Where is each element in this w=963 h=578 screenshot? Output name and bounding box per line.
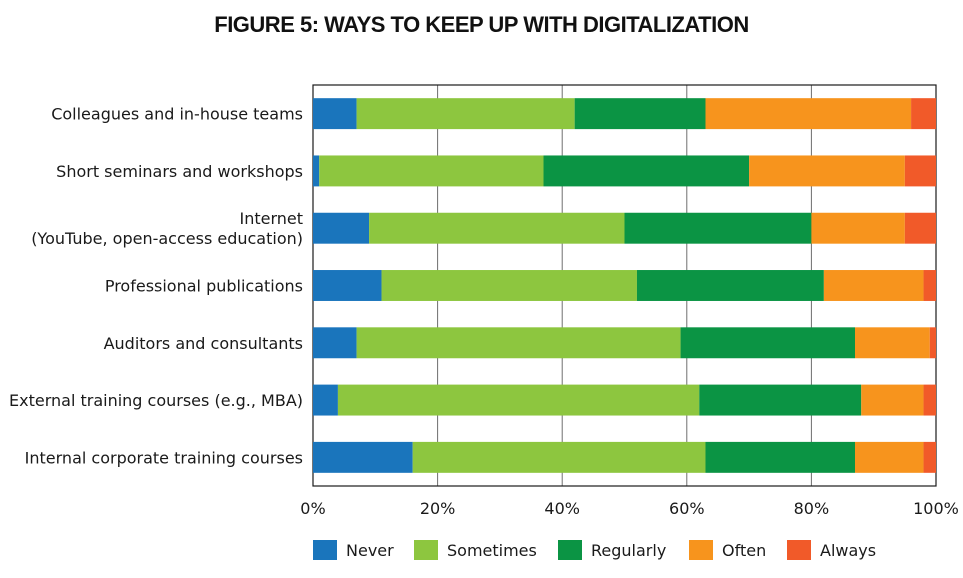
chart-title: FIGURE 5: WAYS TO KEEP UP WITH DIGITALIZ… xyxy=(214,12,749,37)
category-label: Internet xyxy=(239,209,303,228)
legend-swatch-often xyxy=(689,540,713,560)
bar-segment-sometimes xyxy=(337,384,700,416)
x-tick-label: 100% xyxy=(913,499,959,518)
bar-segment-sometimes xyxy=(319,155,544,187)
category-label: External training courses (e.g., MBA) xyxy=(9,391,303,410)
bar-segment-sometimes xyxy=(369,212,625,244)
bar-segment-always xyxy=(923,270,936,301)
x-tick-label: 40% xyxy=(544,499,580,518)
legend-swatch-sometimes xyxy=(414,540,438,560)
bar-segment-often xyxy=(855,441,924,473)
bar-segment-sometimes xyxy=(412,441,706,473)
bar-segment-often xyxy=(811,212,905,244)
category-label: (YouTube, open-access education) xyxy=(31,229,303,248)
bar-segment-always xyxy=(904,212,936,244)
bar-segment-regularly xyxy=(705,441,856,473)
bar-segment-never xyxy=(313,441,413,473)
bar-segment-often xyxy=(705,98,912,130)
legend-swatch-always xyxy=(787,540,811,560)
x-tick-label: 20% xyxy=(420,499,456,518)
bar-segment-always xyxy=(904,155,936,187)
x-tick-label: 0% xyxy=(300,499,325,518)
legend-label: Regularly xyxy=(591,541,666,560)
legend-swatch-never xyxy=(313,540,337,560)
legend-label: Always xyxy=(820,541,876,560)
bar-segment-regularly xyxy=(543,155,750,187)
x-tick-label: 80% xyxy=(794,499,830,518)
bar-segment-never xyxy=(313,384,338,416)
category-label: Internal corporate training courses xyxy=(25,448,303,467)
bar-segment-never xyxy=(313,270,382,301)
bar-segment-often xyxy=(861,384,924,416)
bar-segment-never xyxy=(313,327,357,359)
legend-label: Often xyxy=(722,541,766,560)
bar-segment-always xyxy=(923,384,936,416)
bar-segment-always xyxy=(929,327,936,359)
legend-swatch-regularly xyxy=(558,540,582,560)
bar-segment-often xyxy=(823,270,924,301)
bar-segment-sometimes xyxy=(356,327,681,359)
category-label: Auditors and consultants xyxy=(104,334,303,353)
bar-segment-often xyxy=(749,155,905,187)
category-label: Colleagues and in-house teams xyxy=(51,105,303,124)
bar-segment-never xyxy=(313,155,320,187)
bar-segment-regularly xyxy=(574,98,706,130)
category-label: Short seminars and workshops xyxy=(56,162,303,181)
bar-segment-regularly xyxy=(624,212,812,244)
bar-segment-regularly xyxy=(699,384,862,416)
x-tick-label: 60% xyxy=(669,499,705,518)
bar-segment-sometimes xyxy=(356,98,575,130)
bar-segment-regularly xyxy=(680,327,856,359)
bar-segment-often xyxy=(855,327,930,359)
legend-label: Sometimes xyxy=(447,541,537,560)
bar-segment-never xyxy=(313,98,357,130)
category-label: Professional publications xyxy=(105,277,303,296)
bar-segment-sometimes xyxy=(381,270,637,301)
bar-segment-regularly xyxy=(636,270,824,301)
bar-segment-always xyxy=(923,441,936,473)
bar-segment-never xyxy=(313,212,370,244)
legend-label: Never xyxy=(346,541,394,560)
bar-segment-always xyxy=(911,98,936,130)
